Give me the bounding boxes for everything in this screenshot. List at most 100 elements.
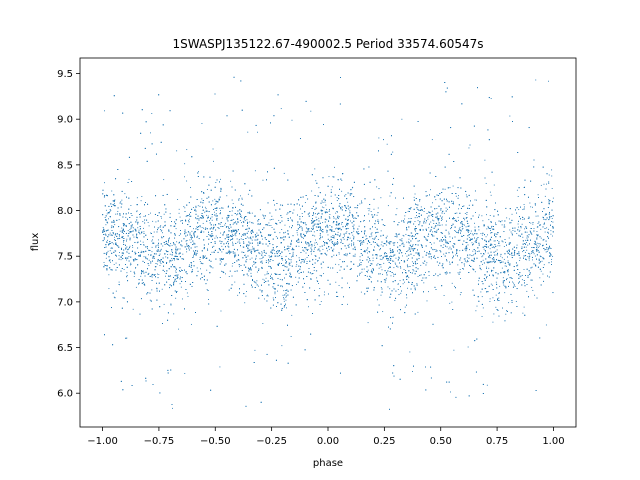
data-point xyxy=(250,251,252,253)
data-point xyxy=(259,261,261,263)
data-point xyxy=(328,248,330,250)
data-point xyxy=(242,274,244,276)
data-point xyxy=(267,294,268,296)
data-point xyxy=(132,308,134,310)
data-point xyxy=(531,233,533,235)
data-point xyxy=(408,277,410,279)
data-point xyxy=(269,256,271,258)
data-point xyxy=(238,266,240,268)
data-point xyxy=(433,235,435,237)
data-point xyxy=(478,229,480,231)
data-point xyxy=(492,259,494,260)
data-point xyxy=(275,236,277,238)
data-point xyxy=(190,215,192,217)
data-point xyxy=(368,210,370,212)
data-point xyxy=(186,244,188,246)
data-point xyxy=(455,254,457,256)
data-point xyxy=(130,262,132,264)
data-point xyxy=(262,179,264,181)
data-point xyxy=(256,235,258,237)
data-point xyxy=(451,203,453,204)
data-point xyxy=(543,264,545,266)
data-point xyxy=(178,208,180,210)
data-point xyxy=(143,256,145,258)
data-point xyxy=(283,172,285,174)
data-point xyxy=(240,238,242,240)
data-point xyxy=(132,245,133,246)
data-point xyxy=(367,269,369,271)
data-point xyxy=(113,264,115,265)
data-point xyxy=(126,259,128,261)
data-point xyxy=(109,209,111,210)
data-point xyxy=(143,282,144,284)
data-point xyxy=(265,277,267,279)
data-point xyxy=(331,237,333,238)
data-point xyxy=(347,201,349,203)
data-point xyxy=(119,252,120,253)
data-point xyxy=(476,305,478,307)
data-point xyxy=(171,258,173,259)
data-point xyxy=(377,220,379,222)
data-point xyxy=(255,282,257,284)
data-point xyxy=(143,227,144,229)
data-point xyxy=(164,224,166,226)
data-point xyxy=(192,207,194,208)
data-point xyxy=(257,131,258,133)
data-point xyxy=(268,222,270,224)
data-point xyxy=(487,225,489,227)
data-point xyxy=(148,214,150,215)
data-point xyxy=(332,222,334,224)
data-point xyxy=(105,209,107,211)
data-point xyxy=(500,255,502,257)
data-point xyxy=(453,216,454,218)
data-point xyxy=(521,223,523,225)
data-point xyxy=(534,204,536,206)
data-point xyxy=(227,215,229,217)
data-point xyxy=(485,182,487,184)
data-point xyxy=(276,223,278,225)
data-point xyxy=(218,199,220,201)
data-point xyxy=(517,226,519,228)
data-point xyxy=(494,234,496,235)
data-point xyxy=(407,276,409,277)
data-point xyxy=(410,220,412,222)
data-point xyxy=(370,271,372,273)
data-point xyxy=(238,198,240,200)
data-point xyxy=(408,247,410,249)
data-point xyxy=(220,310,222,312)
data-point xyxy=(288,250,290,252)
data-point xyxy=(220,232,222,234)
data-point xyxy=(244,255,246,257)
data-point xyxy=(306,243,308,245)
data-point xyxy=(238,238,240,240)
data-point xyxy=(128,178,130,180)
data-point xyxy=(447,208,448,210)
data-point xyxy=(451,301,453,303)
data-point xyxy=(405,270,407,271)
data-point xyxy=(371,232,373,234)
data-point xyxy=(459,226,461,228)
data-point xyxy=(337,227,339,229)
data-point xyxy=(311,190,313,192)
data-point xyxy=(485,236,487,238)
data-point xyxy=(206,269,208,271)
data-point xyxy=(486,228,488,230)
data-point xyxy=(298,257,300,259)
data-point xyxy=(392,249,393,251)
data-point xyxy=(282,294,284,296)
data-point xyxy=(433,242,435,244)
data-point xyxy=(497,240,498,241)
data-point xyxy=(544,214,546,216)
data-point xyxy=(123,269,125,270)
data-point xyxy=(295,265,297,267)
data-point xyxy=(505,241,506,243)
data-point xyxy=(397,289,399,290)
data-point xyxy=(386,253,388,254)
data-point xyxy=(359,203,361,205)
data-point xyxy=(407,275,409,276)
data-point xyxy=(529,253,531,255)
data-point xyxy=(469,239,470,241)
data-point xyxy=(357,240,359,242)
data-point xyxy=(382,257,384,259)
data-point xyxy=(547,232,549,234)
